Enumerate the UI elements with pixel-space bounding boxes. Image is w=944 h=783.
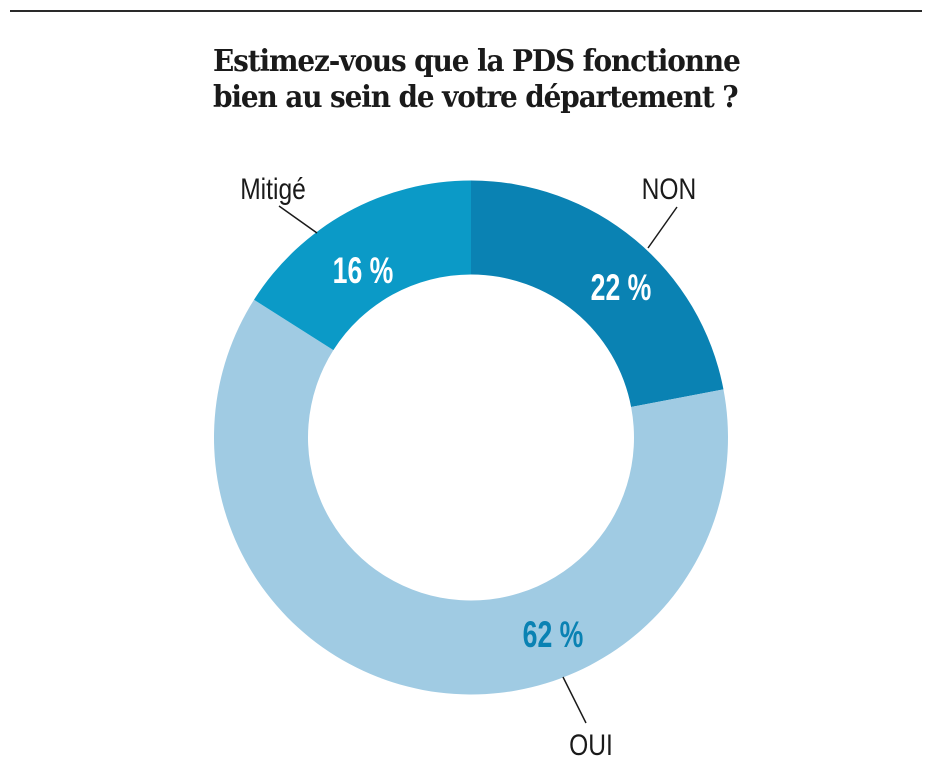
donut-slices bbox=[214, 180, 728, 695]
value-label-non: 22 % bbox=[591, 267, 652, 308]
slice-labels: NON OUI Mitigé 22 % 62 % 16 % bbox=[240, 172, 696, 762]
chart-title-line-2: bien au sein de votre département ? bbox=[213, 80, 739, 115]
value-label-mitige: 16 % bbox=[333, 250, 394, 291]
category-label-oui: OUI bbox=[569, 728, 613, 762]
top-rule bbox=[10, 10, 922, 12]
chart-title-line-1: Estimez-vous que la PDS fonctionne bbox=[213, 44, 741, 79]
leader-line-oui bbox=[562, 676, 587, 724]
chart-title: Estimez-vous que la PDS fonctionne bien … bbox=[213, 44, 741, 116]
donut-slice-mitige bbox=[254, 180, 471, 351]
value-label-oui: 62 % bbox=[523, 614, 584, 655]
leader-line-mitige bbox=[278, 205, 318, 234]
leader-line-non bbox=[647, 206, 678, 249]
category-label-mitige: Mitigé bbox=[240, 172, 306, 206]
donut-slice-non bbox=[471, 180, 724, 407]
donut-slice-oui bbox=[214, 299, 728, 695]
leader-lines bbox=[278, 205, 678, 724]
category-label-non: NON bbox=[642, 172, 697, 206]
